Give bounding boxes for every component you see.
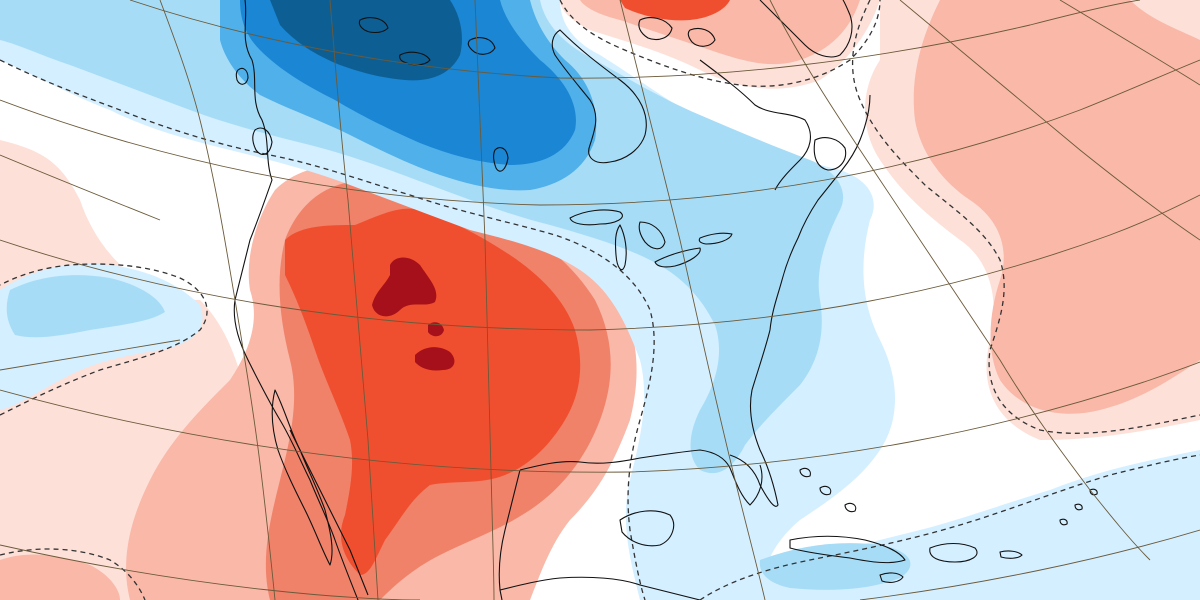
latitude-line-40 [0,194,1200,331]
warm-anomaly-core-south [415,347,455,371]
coastline-bahamas [799,467,857,513]
zero-contour-line-atlantic [851,0,1200,434]
coastline-arctic-island-2 [687,27,716,47]
great-bear-lake [358,17,389,34]
warm-anomaly-core-mid [428,322,444,337]
longitude-line-150w [0,154,161,221]
warm-anomaly-greenland-strong [620,0,730,21]
cold-anomaly-caribbean-light [759,543,911,590]
longitude-line-90w [474,0,495,600]
coastline-puerto-rico [999,550,1023,559]
zero-contour-line-south [699,454,1200,600]
coastline-haida-gwaii [235,67,249,85]
warm-anomaly-atlantic-light [913,0,1200,414]
lake-winnipeg [493,147,509,172]
coastline-newfoundland [813,137,847,171]
coastline-arctic-island-1 [638,17,673,41]
longitude-line-110w [329,0,379,600]
zero-contour-line-west [0,59,655,600]
great-lake-michigan [614,224,627,271]
warm-anomaly-pacific-edge [0,554,120,600]
coastline-cuba [789,535,906,564]
zero-contour-line-south-pacific [0,548,146,600]
zero-contour-line-arctic [559,0,881,87]
warm-anomaly-core-north [372,257,437,317]
great-lake-ontario [698,232,733,245]
latitude-line-30 [0,361,1200,473]
cold-anomaly-canada-core [270,0,462,81]
longitude-line-70w [619,0,766,600]
longitude-line-10w [1059,0,1200,86]
longitude-line-130w [159,0,276,600]
great-lake-erie [654,247,701,268]
cold-anomaly-north-light [0,0,844,474]
coastline-florida [729,329,779,507]
coastline-arctic-island-3 [467,37,496,55]
longitude-line-30w [899,0,1200,241]
coastline-texas-mexico [498,469,521,600]
great-lake-huron [638,221,666,250]
coastline-lesser-antilles [1059,488,1098,526]
great-lake-superior [569,209,623,226]
longitude-line-170w [0,339,181,371]
cold-anomaly-pacific-light [6,275,165,338]
warm-anomaly-central-strong [285,208,581,575]
coastline-greenland [759,0,853,58]
coastline-hispaniola [929,542,978,563]
coastline-jamaica [879,572,904,583]
coastline-vancouver-island [252,127,273,155]
coastline-yucatan [619,510,675,547]
latitude-line-20 [0,529,1200,600]
coastline-central-america [499,576,701,600]
coastline-gulf-of-mexico [519,449,763,506]
coastline-us-east [769,94,871,331]
latitude-line-60 [129,0,1141,79]
coastline-labrador [699,59,811,191]
coastline-hudson-bay [551,29,647,164]
longitude-line-50w [769,0,1151,561]
coastline-gulf-of-california [289,429,369,596]
